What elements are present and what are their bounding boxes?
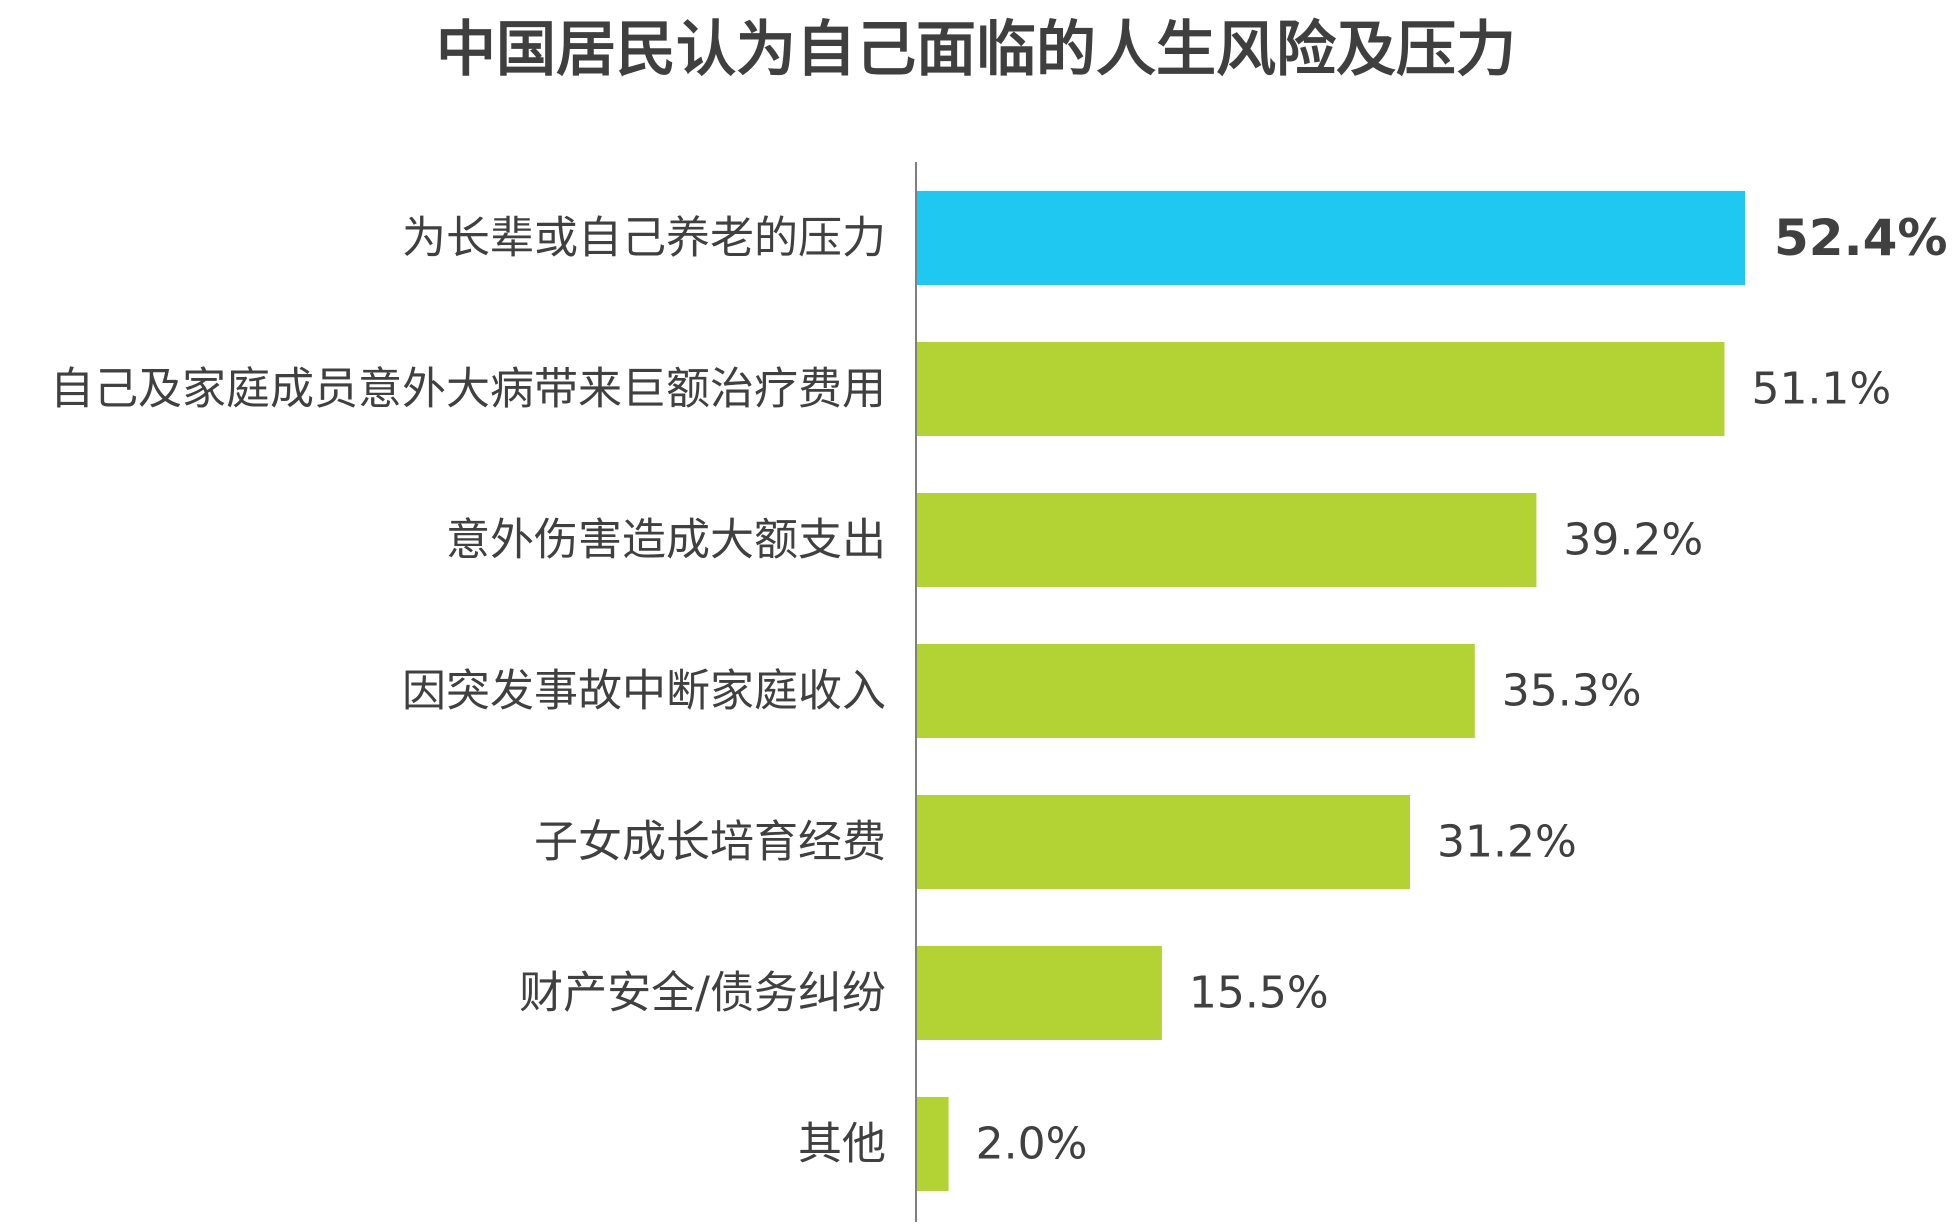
bar-0 [917,191,1745,285]
bar-4 [917,795,1411,889]
value-label-2: 39.2% [1563,515,1703,566]
category-label-1: 自己及家庭成员意外大病带来巨额治疗费用 [50,364,886,415]
category-label-6: 其他 [798,1119,886,1170]
value-label-6: 2.0% [976,1119,1088,1170]
bar-3 [917,644,1475,738]
chart-title: 中国居民认为自己面临的人生风险及压力 [436,15,1516,85]
bar-5 [917,946,1162,1040]
value-label-4: 31.2% [1437,817,1577,868]
bar-2 [917,493,1537,587]
category-label-2: 意外伤害造成大额支出 [446,515,886,566]
value-label-0: 52.4% [1774,209,1947,267]
value-label-1: 51.1% [1751,364,1891,415]
category-label-5: 财产安全/债务纠纷 [519,968,886,1019]
category-label-4: 子女成长培育经费 [534,817,886,868]
bar-6 [917,1097,949,1191]
value-label-3: 35.3% [1502,666,1642,717]
category-label-0: 为长辈或自己养老的压力 [402,213,886,264]
value-label-5: 15.5% [1189,968,1329,1019]
bar-1 [917,342,1725,436]
category-label-3: 因突发事故中断家庭收入 [402,666,886,717]
